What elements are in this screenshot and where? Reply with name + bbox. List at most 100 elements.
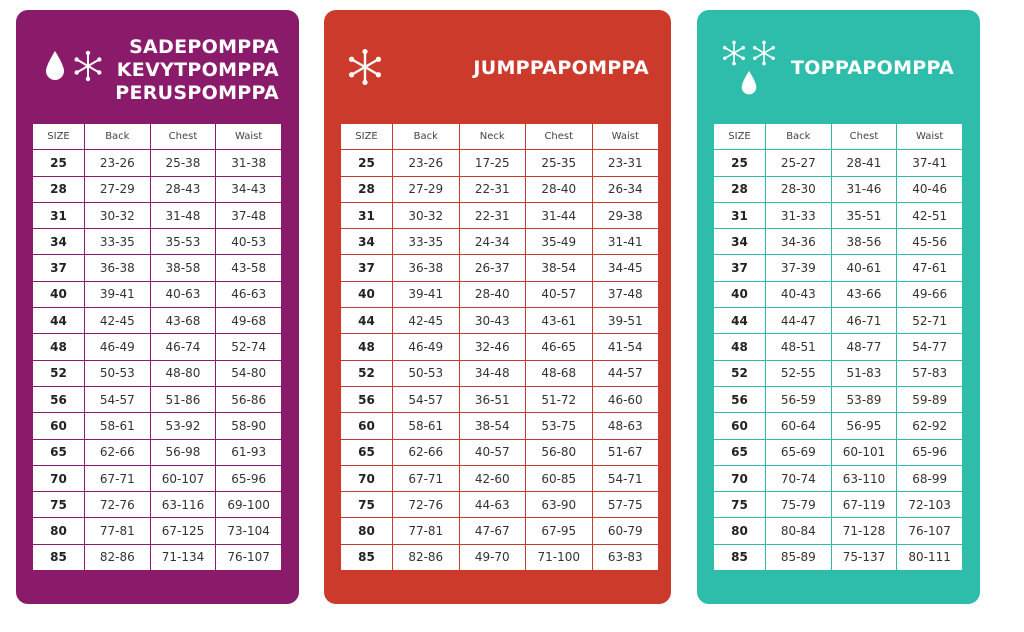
size-cell: 48 bbox=[340, 333, 393, 361]
table-row: 44 42-45 30-43 43-61 39-51 bbox=[340, 307, 659, 335]
table-row: 31 31-33 35-51 42-51 bbox=[713, 201, 963, 230]
measurement-cell: 56-59 bbox=[765, 385, 832, 414]
measurement-cell: 73-104 bbox=[215, 517, 282, 545]
size-cell: 80 bbox=[32, 517, 85, 545]
title-line: PERUSPOMPPA bbox=[115, 82, 279, 104]
size-cell: 44 bbox=[713, 307, 766, 335]
size-cell: 65 bbox=[340, 438, 393, 466]
measurement-cell: 34-43 bbox=[215, 175, 282, 203]
table-row: 31 30-32 22-31 31-44 29-38 bbox=[340, 201, 659, 230]
water-drop-icon bbox=[741, 70, 757, 95]
measurement-cell: 43-66 bbox=[830, 280, 898, 309]
table-row: 34 34-36 38-56 45-56 bbox=[713, 228, 963, 256]
size-cell: 80 bbox=[340, 517, 393, 545]
column-header: Chest bbox=[149, 122, 217, 151]
measurement-cell: 25-35 bbox=[525, 149, 593, 177]
measurement-cell: 22-31 bbox=[458, 175, 526, 203]
column-header: Chest bbox=[830, 122, 898, 151]
size-table: SIZE Back Neck Chest Waist 25 23-26 17-25 25-35 2… bbox=[340, 122, 659, 572]
measurement-cell: 37-48 bbox=[591, 280, 659, 309]
measurement-cell: 31-38 bbox=[215, 149, 282, 177]
snowflake-icon bbox=[74, 50, 102, 82]
table-row: 52 52-55 51-83 57-83 bbox=[713, 359, 963, 387]
size-cell: 70 bbox=[340, 464, 393, 493]
size-cell: 48 bbox=[713, 333, 766, 361]
measurement-cell: 80-84 bbox=[765, 517, 832, 545]
measurement-cell: 51-86 bbox=[149, 385, 217, 414]
measurement-cell: 28-41 bbox=[830, 149, 898, 177]
measurement-cell: 46-60 bbox=[591, 385, 659, 414]
measurement-cell: 47-67 bbox=[458, 517, 526, 545]
measurement-cell: 52-55 bbox=[765, 359, 832, 387]
size-cell: 75 bbox=[32, 491, 85, 519]
measurement-cell: 46-63 bbox=[215, 280, 282, 309]
measurement-cell: 70-74 bbox=[765, 464, 832, 493]
measurement-cell: 34-36 bbox=[765, 228, 832, 256]
measurement-cell: 25-27 bbox=[765, 149, 832, 177]
measurement-cell: 43-61 bbox=[525, 307, 593, 335]
measurement-cell: 75-79 bbox=[765, 491, 832, 519]
measurement-cell: 52-74 bbox=[215, 333, 282, 361]
table-row: 52 50-53 48-80 54-80 bbox=[32, 359, 282, 387]
measurement-cell: 61-93 bbox=[215, 438, 282, 466]
snowflake-icon bbox=[753, 40, 775, 66]
size-cell: 44 bbox=[32, 307, 85, 335]
measurement-cell: 63-83 bbox=[591, 543, 659, 572]
table-row: 60 58-61 53-92 58-90 bbox=[32, 412, 282, 440]
measurement-cell: 37-39 bbox=[765, 254, 832, 282]
measurement-cell: 23-26 bbox=[84, 149, 151, 177]
table-row: 75 72-76 44-63 63-90 57-75 bbox=[340, 491, 659, 519]
measurement-cell: 50-53 bbox=[84, 359, 151, 387]
table-row: 28 28-30 31-46 40-46 bbox=[713, 175, 963, 203]
card-icons bbox=[721, 40, 781, 96]
measurement-cell: 62-92 bbox=[896, 412, 963, 440]
measurement-cell: 46-74 bbox=[149, 333, 217, 361]
table-row: 44 44-47 46-71 52-71 bbox=[713, 307, 963, 335]
measurement-cell: 56-95 bbox=[830, 412, 898, 440]
size-cell: 34 bbox=[340, 228, 393, 256]
title-line: KEVYTPOMPPA bbox=[116, 59, 279, 81]
measurement-cell: 40-61 bbox=[830, 254, 898, 282]
measurement-cell: 27-29 bbox=[392, 175, 460, 203]
size-cell: 56 bbox=[340, 385, 393, 414]
size-cell: 37 bbox=[32, 254, 85, 282]
measurement-cell: 51-72 bbox=[525, 385, 593, 414]
size-cell: 25 bbox=[340, 149, 393, 177]
table-row: 48 48-51 48-77 54-77 bbox=[713, 333, 963, 361]
measurement-cell: 65-96 bbox=[896, 438, 963, 466]
measurement-cell: 40-63 bbox=[149, 280, 217, 309]
measurement-cell: 80-111 bbox=[896, 543, 963, 572]
table-row: 37 36-38 38-58 43-58 bbox=[32, 254, 282, 282]
table-row: 28 27-29 22-31 28-40 26-34 bbox=[340, 175, 659, 203]
measurement-cell: 36-38 bbox=[392, 254, 460, 282]
measurement-cell: 60-107 bbox=[149, 464, 217, 493]
table-row: 48 46-49 46-74 52-74 bbox=[32, 333, 282, 361]
size-cell: 85 bbox=[32, 543, 85, 572]
measurement-cell: 72-76 bbox=[392, 491, 460, 519]
size-cell: 60 bbox=[713, 412, 766, 440]
table-row: 28 27-29 28-43 34-43 bbox=[32, 175, 282, 203]
table-row: 56 56-59 53-89 59-89 bbox=[713, 385, 963, 414]
measurement-cell: 31-48 bbox=[149, 201, 217, 230]
size-cell: 60 bbox=[340, 412, 393, 440]
measurement-cell: 39-41 bbox=[84, 280, 151, 309]
measurement-cell: 30-32 bbox=[84, 201, 151, 230]
column-header: Back bbox=[392, 122, 460, 151]
water-drop-icon bbox=[46, 51, 64, 80]
measurement-cell: 37-41 bbox=[896, 149, 963, 177]
measurement-cell: 52-71 bbox=[896, 307, 963, 335]
table-row: 31 30-32 31-48 37-48 bbox=[32, 201, 282, 230]
measurement-cell: 24-34 bbox=[458, 228, 526, 256]
table-row: 44 42-45 43-68 49-68 bbox=[32, 307, 282, 335]
size-card-sadepomppa: SADEPOMPPA KEVYTPOMPPA PERUSPOMPPA SIZE B… bbox=[16, 10, 299, 604]
measurement-cell: 30-32 bbox=[392, 201, 460, 230]
table-row: 56 54-57 51-86 56-86 bbox=[32, 385, 282, 414]
card-title: JUMPPAPOMPPA bbox=[473, 57, 649, 80]
measurement-cell: 67-125 bbox=[149, 517, 217, 545]
measurement-cell: 68-99 bbox=[896, 464, 963, 493]
measurement-cell: 82-86 bbox=[84, 543, 151, 572]
table-row: 25 23-26 17-25 25-35 23-31 bbox=[340, 149, 659, 177]
column-header: Waist bbox=[896, 122, 963, 151]
measurement-cell: 50-53 bbox=[392, 359, 460, 387]
measurement-cell: 23-31 bbox=[591, 149, 659, 177]
